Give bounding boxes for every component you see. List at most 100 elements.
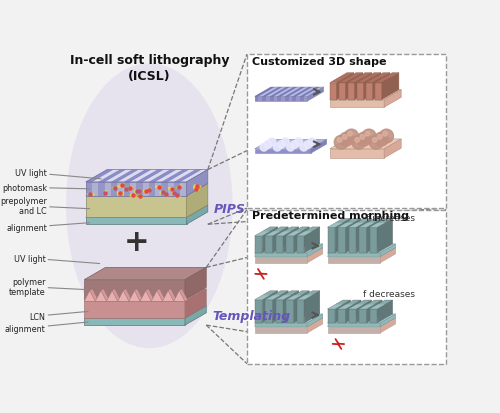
Polygon shape (86, 218, 186, 225)
Polygon shape (330, 83, 336, 100)
Text: In-cell soft lithography
(ICSL): In-cell soft lithography (ICSL) (70, 54, 229, 83)
Polygon shape (265, 291, 288, 300)
Polygon shape (378, 219, 392, 253)
Polygon shape (378, 300, 392, 323)
Polygon shape (111, 170, 139, 183)
Polygon shape (367, 219, 382, 253)
Text: Templating: Templating (212, 310, 290, 323)
Polygon shape (328, 300, 350, 309)
Polygon shape (359, 305, 374, 309)
Polygon shape (357, 83, 364, 100)
Polygon shape (185, 289, 206, 318)
Polygon shape (328, 309, 335, 323)
Circle shape (282, 139, 290, 146)
Circle shape (338, 138, 342, 143)
Polygon shape (254, 140, 326, 150)
Polygon shape (338, 228, 345, 253)
Circle shape (352, 136, 366, 150)
Polygon shape (328, 318, 396, 327)
Polygon shape (328, 244, 396, 253)
Polygon shape (357, 74, 381, 83)
Polygon shape (84, 268, 206, 280)
Polygon shape (359, 228, 367, 253)
Polygon shape (294, 228, 310, 253)
Polygon shape (254, 314, 322, 323)
Polygon shape (297, 296, 312, 300)
Polygon shape (84, 306, 206, 318)
Text: f increases: f increases (366, 214, 415, 223)
Polygon shape (348, 83, 354, 100)
Polygon shape (339, 83, 345, 100)
Polygon shape (84, 291, 96, 301)
Text: UV light: UV light (14, 254, 100, 264)
Polygon shape (276, 291, 298, 300)
Polygon shape (308, 248, 322, 263)
Polygon shape (284, 291, 298, 323)
Polygon shape (278, 97, 281, 102)
Polygon shape (186, 206, 208, 225)
Text: Customized 3D shape: Customized 3D shape (252, 57, 386, 67)
Polygon shape (366, 83, 373, 100)
Text: Predetermined morphing: Predetermined morphing (252, 211, 408, 221)
Polygon shape (380, 244, 396, 257)
Polygon shape (304, 291, 320, 323)
Polygon shape (380, 314, 396, 327)
Circle shape (374, 133, 388, 147)
Polygon shape (286, 296, 302, 300)
Polygon shape (86, 183, 92, 196)
Polygon shape (262, 97, 266, 102)
Polygon shape (254, 232, 270, 236)
Polygon shape (348, 219, 372, 228)
Polygon shape (254, 236, 262, 253)
Polygon shape (276, 296, 291, 300)
Polygon shape (124, 289, 132, 301)
Polygon shape (380, 318, 396, 333)
Polygon shape (330, 90, 401, 100)
Polygon shape (254, 296, 270, 300)
Polygon shape (84, 318, 185, 325)
Circle shape (355, 138, 360, 143)
Polygon shape (292, 88, 312, 97)
Circle shape (308, 139, 316, 146)
Circle shape (278, 141, 285, 149)
Circle shape (380, 130, 394, 144)
Circle shape (340, 133, 353, 147)
Polygon shape (276, 300, 283, 323)
Polygon shape (270, 88, 289, 97)
Polygon shape (254, 248, 322, 257)
Polygon shape (174, 183, 180, 196)
Circle shape (286, 144, 294, 152)
FancyBboxPatch shape (247, 55, 446, 209)
Circle shape (260, 144, 268, 152)
Polygon shape (254, 228, 278, 236)
Polygon shape (328, 257, 380, 263)
Polygon shape (328, 305, 343, 309)
Polygon shape (328, 248, 396, 257)
Circle shape (360, 135, 364, 140)
Polygon shape (265, 232, 280, 236)
Text: UV light: UV light (15, 169, 101, 179)
Polygon shape (254, 257, 308, 263)
Circle shape (264, 141, 272, 149)
Polygon shape (254, 323, 308, 327)
Polygon shape (278, 88, 297, 97)
Polygon shape (285, 88, 305, 97)
Polygon shape (136, 183, 142, 196)
Polygon shape (101, 289, 109, 301)
Polygon shape (168, 289, 176, 301)
Polygon shape (140, 291, 151, 301)
Polygon shape (370, 219, 392, 228)
Polygon shape (84, 289, 206, 301)
Polygon shape (254, 291, 278, 300)
Polygon shape (276, 228, 298, 236)
Polygon shape (286, 291, 310, 300)
Polygon shape (124, 170, 152, 183)
Text: alignment: alignment (4, 322, 88, 333)
Polygon shape (367, 300, 382, 323)
Text: PIPS: PIPS (214, 203, 246, 216)
Polygon shape (286, 236, 294, 253)
Polygon shape (180, 289, 188, 301)
Polygon shape (330, 100, 384, 108)
Circle shape (295, 139, 302, 146)
Polygon shape (370, 223, 385, 228)
